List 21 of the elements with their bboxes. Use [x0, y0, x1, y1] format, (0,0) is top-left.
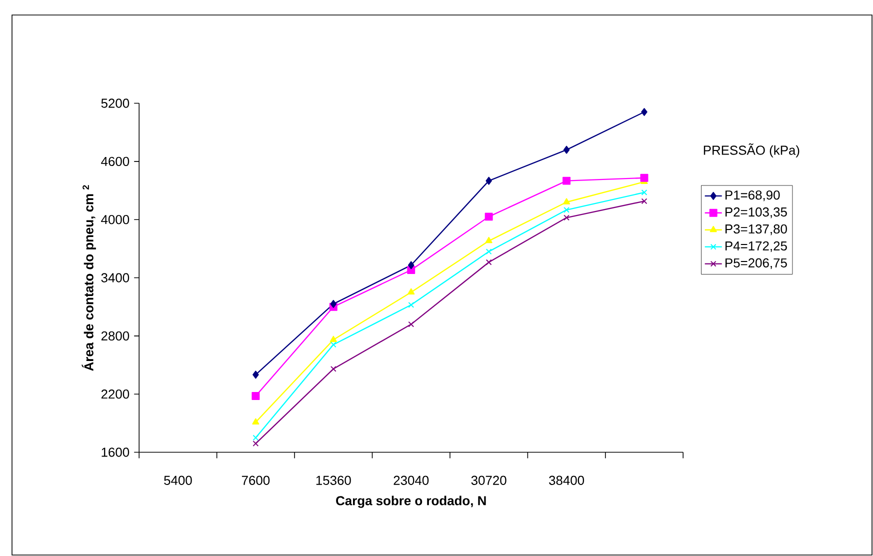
x-tick-label: 38400 — [549, 476, 584, 485]
x-axis-title: Carga sobre o rodado, N — [336, 496, 486, 508]
y-tick-label: 3400 — [101, 273, 130, 282]
y-tick-label: 2800 — [101, 331, 130, 341]
x-tick-label: 7600 — [242, 476, 270, 485]
legend-label: P1=68,90 — [726, 190, 780, 202]
y-tick-label: 1600 — [102, 448, 130, 457]
x-tick-label: 15360 — [316, 476, 351, 485]
y-tick-label: 4000 — [101, 215, 130, 224]
y-tick-label: 2200 — [101, 390, 130, 399]
y-tick-label: 5200 — [101, 98, 130, 108]
legend-label: P2=103,35 — [726, 207, 787, 218]
legend-title: PRESSÃO (kPa) — [704, 143, 800, 158]
y-tick-label: 4600 — [101, 156, 130, 166]
legend-label: P3=137,80 — [726, 224, 787, 236]
legend-label: P4=172,25 — [726, 241, 787, 252]
legend-label: P5=206,75 — [726, 258, 787, 270]
x-tick-label: 23040 — [394, 476, 429, 485]
y-axis-title: Área de contato do pneu, cm $^{2}$ — [82, 185, 96, 371]
x-tick-label: 5400 — [164, 476, 192, 485]
x-tick-label: 30720 — [471, 476, 506, 485]
